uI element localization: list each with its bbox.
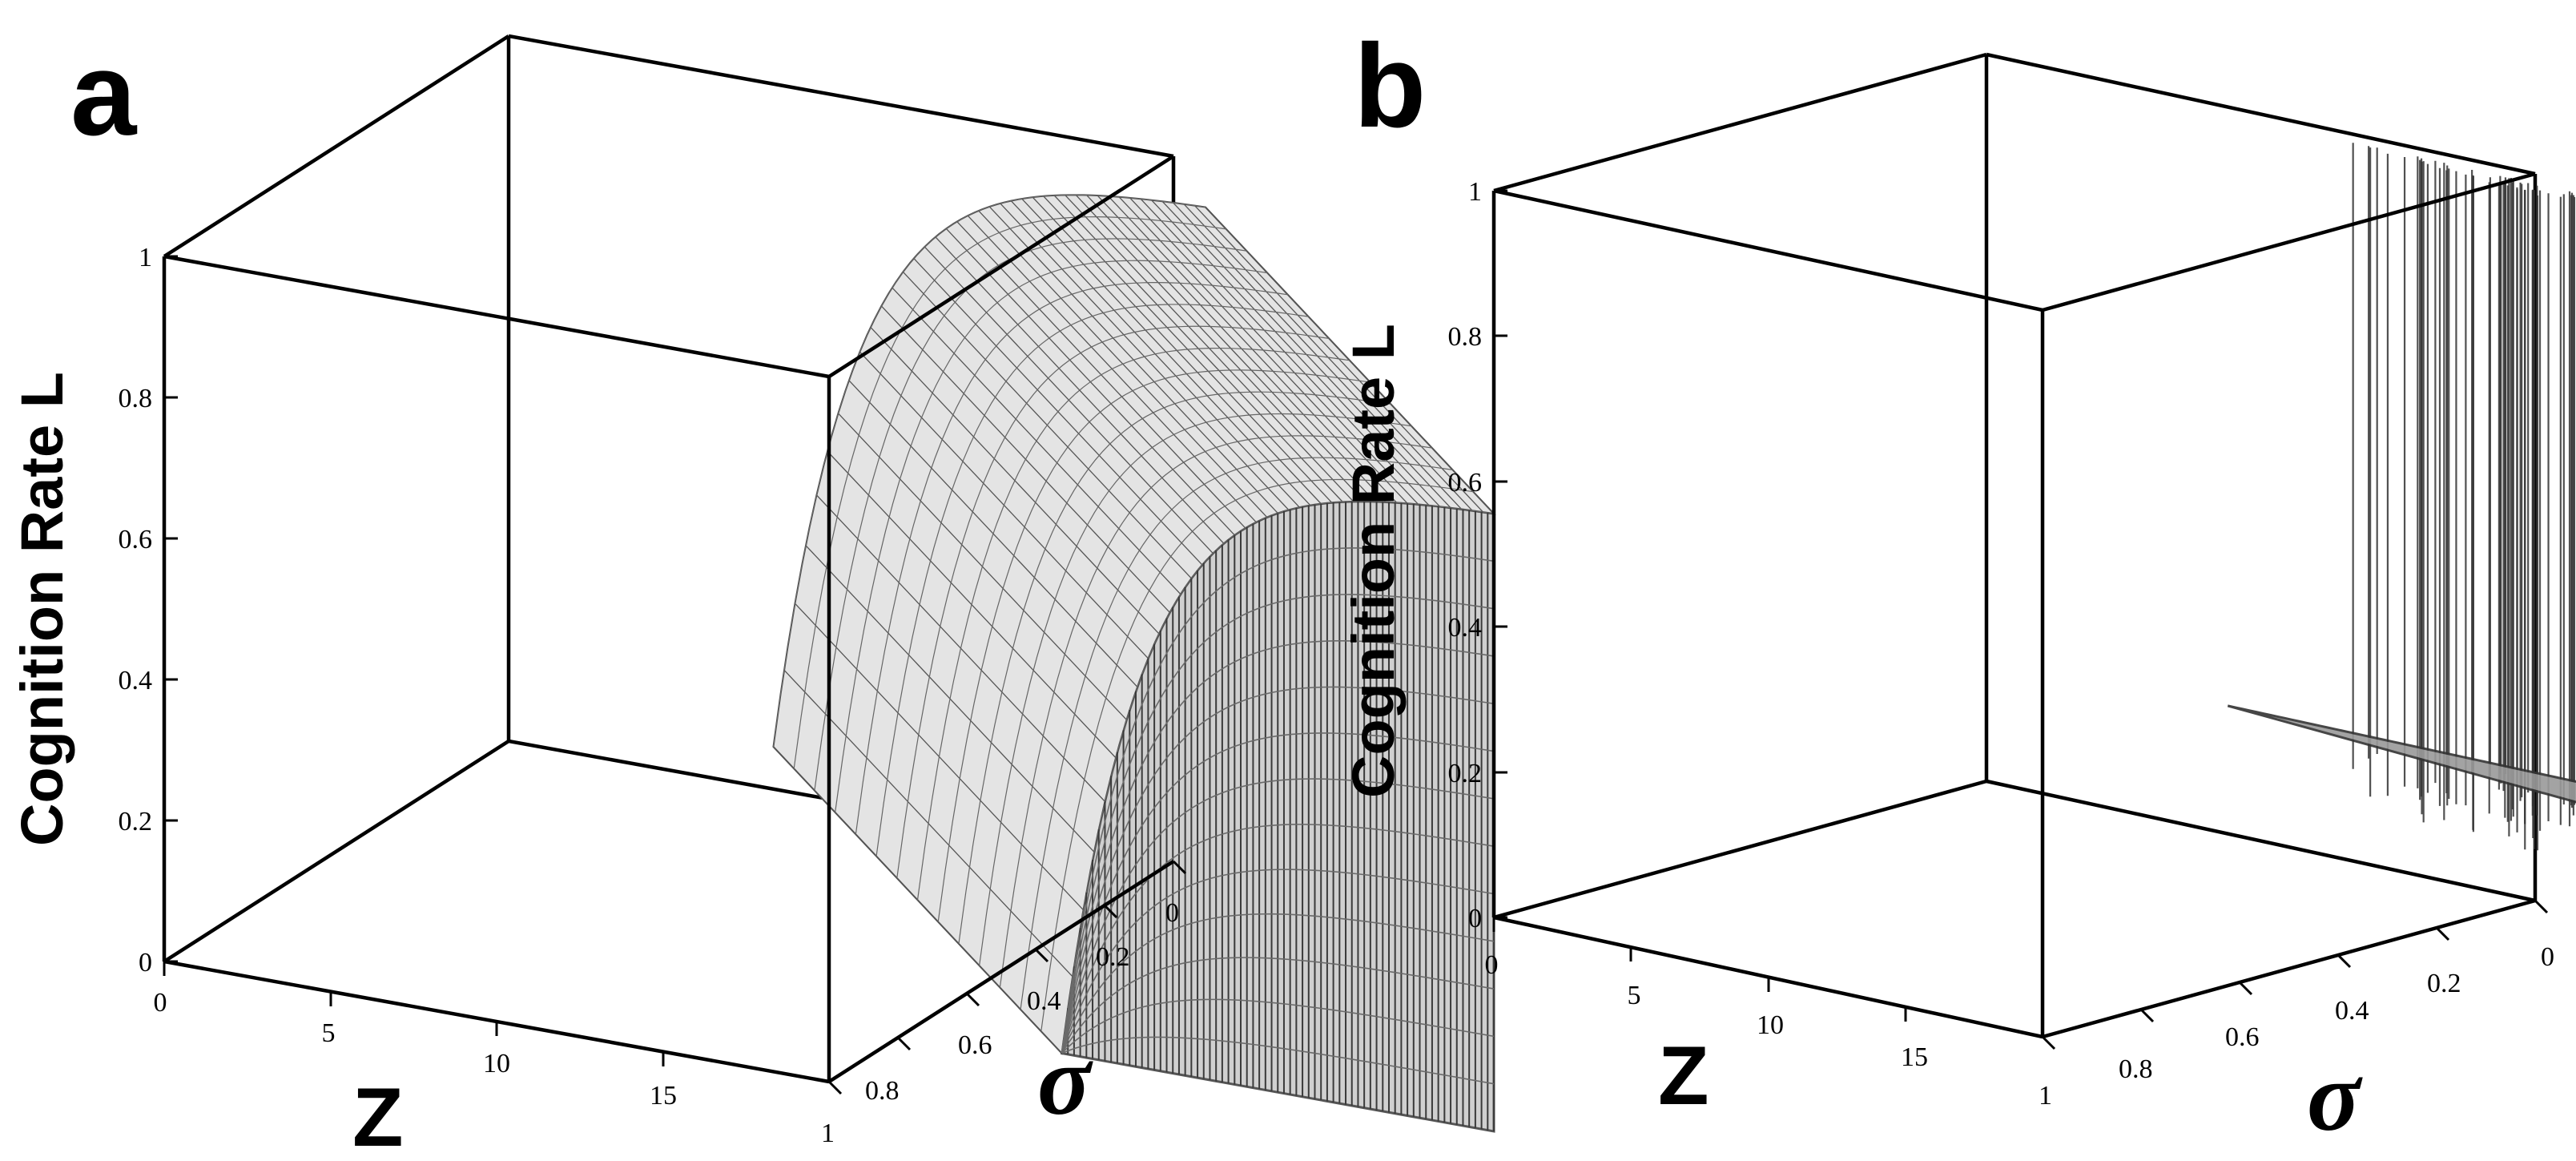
surface-contour: [1061, 913, 1495, 1054]
surface-mesh-curve: [1040, 478, 1474, 1032]
surface-mesh-curve: [855, 282, 1288, 835]
panel-a-z-axis: 0 0.2 0.4 0.6 0.8 1: [119, 243, 178, 978]
surface-mesh-curve: [875, 304, 1309, 857]
surface-contour: [1061, 686, 1495, 1054]
panel-b-y-axis-title: σ: [2307, 1042, 2363, 1151]
surface-mesh-curve: [772, 194, 1206, 748]
surface-contour: [1061, 957, 1495, 1054]
surface-mesh-curve: [896, 325, 1330, 879]
panel-b-z-tick: 0.8: [1448, 322, 1483, 352]
panel-a: a 0 0.2: [9, 28, 1496, 1161]
panel-b-y-tick: 0.2: [2427, 969, 2461, 998]
surface-contour: [1061, 998, 1495, 1054]
panel-a-z-tick: 0.4: [119, 666, 153, 695]
surface-mesh-curve: [999, 435, 1432, 988]
panel-b-x-tick: 15: [1901, 1042, 1928, 1072]
panel-b-x-tick: 0: [1485, 950, 1499, 980]
panel-a-y-tick: 1: [821, 1119, 835, 1148]
surface-contour: [1061, 824, 1495, 1054]
panel-a-y-tick: 0.8: [865, 1076, 900, 1106]
surface-mesh-curve: [937, 369, 1371, 922]
panel-a-y-axis: 0 0.2 0.4 0.6 0.8 1: [821, 860, 1187, 1148]
panel-b-z-axis-title: Cognition Rate L: [1340, 324, 1407, 798]
surface-mesh-curve: [979, 413, 1412, 966]
panel-letter-b: b: [1354, 20, 1426, 152]
panel-a-z-axis-title: Cognition Rate L: [9, 372, 75, 846]
panel-a-z-tick: 0.6: [119, 525, 153, 554]
surface-band: [2227, 704, 2576, 804]
surface-contour: [1061, 547, 1495, 1054]
panel-letter-a: a: [70, 28, 138, 160]
panel-b-x-axis: 0 5 10 15: [1485, 917, 1928, 1072]
panel-a-y-axis-title: σ: [1037, 1026, 1093, 1135]
panel-b-z-tick: 1: [1468, 177, 1482, 207]
surface-mesh-curve: [1020, 457, 1453, 1010]
surface-contour: [1061, 640, 1495, 1054]
panel-b-y-axis: 0 0.2 0.4 0.6 0.8 1: [2039, 899, 2554, 1111]
panel-a-surface: [772, 194, 1496, 1133]
panel-a-x-tick: 10: [483, 1049, 510, 1078]
panel-b: b 0 0.2: [1340, 20, 2576, 1151]
surface-mesh-line: [1205, 207, 1495, 514]
panel-b-y-tick: 1: [2039, 1081, 2052, 1111]
panel-b-x-axis-title: Z: [1658, 1030, 1709, 1123]
panel-a-z-tick: 0.2: [119, 807, 153, 836]
panel-a-z-tick: 0: [139, 948, 152, 978]
panel-b-z-axis: 0 0.2 0.4 0.6 0.8 1: [1448, 177, 1507, 933]
panel-a-box-front: [163, 155, 1175, 1084]
panel-b-z-tick: 0.6: [1448, 468, 1483, 498]
panel-a-x-tick: 0: [154, 988, 167, 1018]
surface-mesh-curve: [958, 391, 1391, 944]
surface-mesh-curve: [835, 260, 1268, 813]
panel-a-y-tick: 0.6: [958, 1030, 992, 1060]
surface-contour: [1061, 1036, 1495, 1085]
surface-mesh-curve: [916, 347, 1350, 901]
surface-mesh-curve: [814, 238, 1247, 791]
surface-contour: [1061, 594, 1495, 1054]
panel-b-z-tick: 0: [1468, 904, 1482, 933]
surface-contour: [1061, 869, 1495, 1054]
surface-contour: [1061, 778, 1495, 1054]
panel-a-x-axis: 0 5 10 15: [154, 961, 677, 1111]
panel-b-x-tick: 10: [1757, 1010, 1784, 1040]
panel-b-z-tick: 0.4: [1448, 613, 1483, 643]
panel-b-x-tick: 5: [1628, 981, 1641, 1010]
panel-a-y-tick: 0.4: [1027, 986, 1061, 1016]
panel-a-z-tick: 1: [139, 243, 152, 272]
panel-a-y-tick: 0.2: [1096, 942, 1130, 972]
panel-b-y-tick: 0.6: [2225, 1022, 2260, 1052]
panel-a-z-tick: 0.8: [119, 384, 153, 413]
panel-a-y-tick: 0: [1165, 898, 1179, 928]
panel-a-x-axis-title: Z: [352, 1071, 404, 1161]
panel-b-box-front: [1493, 171, 2536, 1039]
panel-b-y-tick: 0: [2541, 942, 2554, 972]
panel-a-x-tick: 15: [650, 1081, 677, 1111]
surface-mesh-curve: [793, 216, 1226, 769]
panel-b-y-tick: 0.4: [2335, 996, 2369, 1026]
surface-contour: [1061, 732, 1495, 1054]
panel-b-surface: [2227, 143, 2576, 851]
panel-b-z-tick: 0.2: [1448, 759, 1483, 788]
panel-b-box-back: [1491, 52, 2538, 920]
panel-b-y-tick: 0.8: [2119, 1054, 2153, 1084]
panel-a-x-tick: 5: [322, 1018, 336, 1048]
